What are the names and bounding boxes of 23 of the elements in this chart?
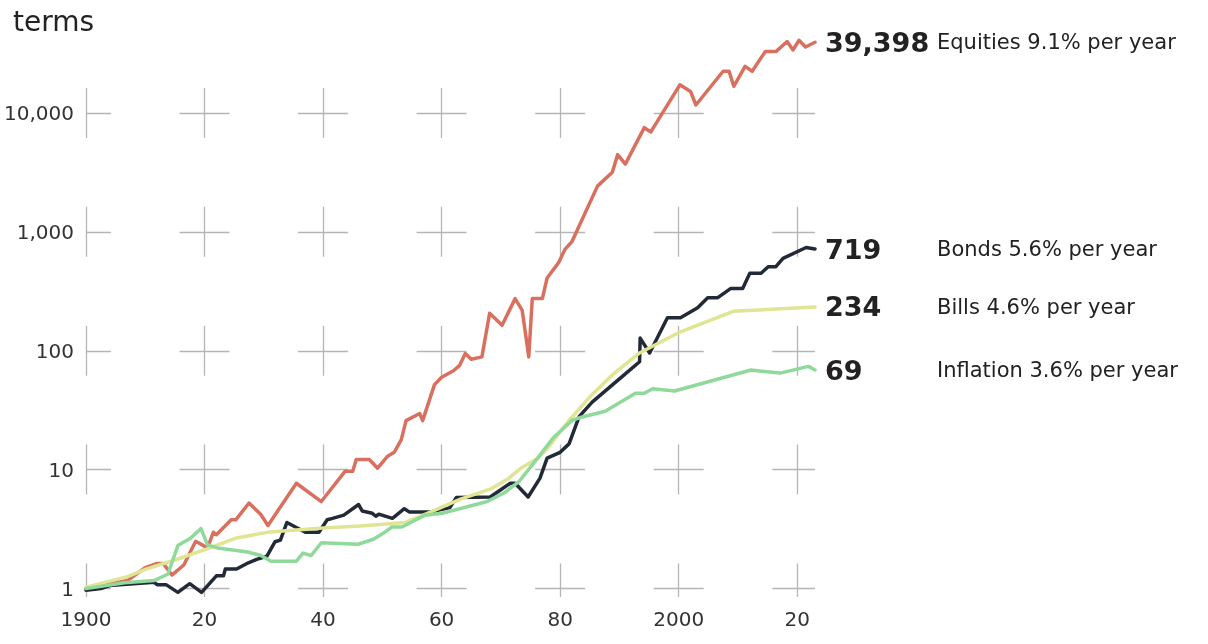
text: Bonds 5.6% per year (937, 237, 1158, 261)
text: Bills 4.6% per year (937, 294, 1136, 319)
chart-title: terms (13, 4, 95, 38)
text: Inflation 3.6% per year (937, 358, 1179, 383)
data-label: 39,398 (825, 26, 930, 58)
data-label: 719 (825, 233, 882, 265)
x-tick-label: 80 (547, 607, 573, 631)
x-tick-label: 2000 (653, 607, 705, 631)
y-tick-label: 1 (61, 576, 74, 601)
y-tick-label: 10 (48, 457, 74, 482)
line-series (84, 305, 817, 589)
x-tick-label: 1900 (60, 607, 112, 631)
line-series (84, 364, 817, 591)
y-tick-label: 100 (35, 338, 74, 363)
x-tick-label: 40 (310, 607, 336, 631)
x-tick-label: 20 (191, 607, 218, 631)
y-tick-label: 1,000 (16, 219, 74, 244)
data-label: 234 (825, 291, 882, 323)
text: Equities 9.1% per year (937, 30, 1177, 55)
y-tick-label: 10,000 (4, 101, 74, 126)
data-label: 69 (825, 354, 863, 386)
x-tick-label: 60 (428, 607, 455, 631)
x-tick-label: 20 (784, 607, 810, 631)
